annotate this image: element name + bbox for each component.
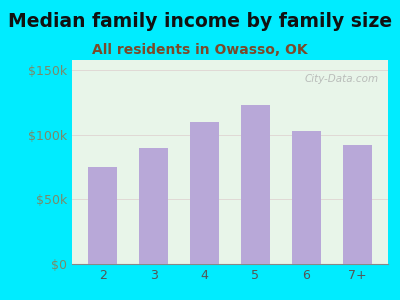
Bar [343, 145, 372, 264]
Text: Median family income by family size: Median family income by family size [8, 12, 392, 31]
Bar [88, 167, 117, 264]
Bar [139, 148, 168, 264]
Bar [190, 122, 219, 264]
Text: City-Data.com: City-Data.com [304, 74, 378, 84]
Bar [241, 105, 270, 264]
Bar [292, 131, 321, 264]
Text: All residents in Owasso, OK: All residents in Owasso, OK [92, 44, 308, 58]
